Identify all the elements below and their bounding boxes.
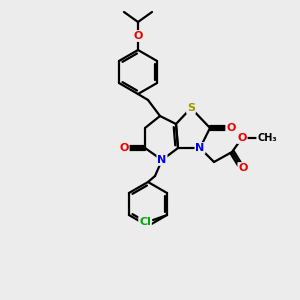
- Text: O: O: [237, 133, 247, 143]
- Text: CH₃: CH₃: [257, 133, 277, 143]
- Text: O: O: [133, 31, 143, 41]
- Text: Cl: Cl: [139, 217, 151, 227]
- Text: O: O: [238, 163, 248, 173]
- Text: N: N: [158, 155, 166, 165]
- Text: O: O: [226, 123, 236, 133]
- Text: S: S: [187, 103, 195, 113]
- Text: O: O: [119, 143, 129, 153]
- Text: N: N: [195, 143, 205, 153]
